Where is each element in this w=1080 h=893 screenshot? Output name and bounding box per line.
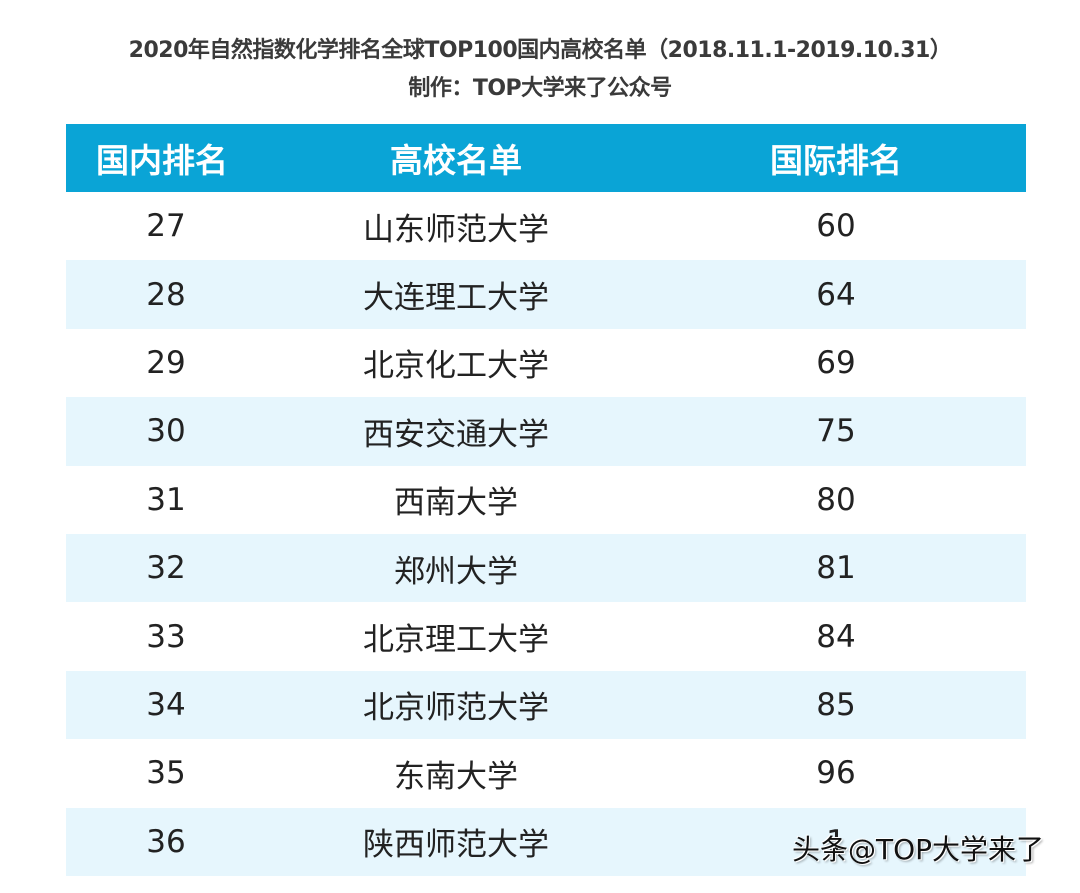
intl-rank: 96 — [816, 755, 856, 792]
watermark: 头条@TOP大学来了 — [792, 833, 1045, 866]
domestic-rank: 36 — [146, 823, 186, 860]
university-name: 北京理工大学 — [363, 622, 549, 659]
table-row: 32 郑州大学 81 — [66, 533, 1026, 603]
page-title: 2020年自然指数化学排名全球TOP100国内高校名单（2018.11.1-20… — [128, 38, 952, 63]
university-name: 陕西师范大学 — [363, 827, 549, 864]
university-name: 郑州大学 — [394, 553, 518, 590]
page-subtitle: 制作：TOP大学来了公众号 — [408, 76, 672, 101]
university-name: 北京化工大学 — [363, 348, 549, 385]
table-row: 33 北京理工大学 84 — [66, 602, 1026, 670]
domestic-rank: 34 — [146, 686, 186, 723]
domestic-rank: 31 — [146, 481, 186, 518]
column-header-university: 高校名单 — [390, 141, 522, 180]
university-name: 西南大学 — [394, 485, 518, 522]
intl-rank: 75 — [816, 413, 856, 450]
domestic-rank: 32 — [146, 550, 186, 587]
table-row: 27 山东师范大学 60 — [66, 192, 1026, 260]
column-header-domestic-rank: 国内排名 — [96, 141, 228, 180]
table-row: 30 西安交通大学 75 — [66, 397, 1026, 466]
intl-rank: 80 — [816, 481, 856, 518]
table-row: 31 西南大学 80 — [66, 466, 1026, 534]
domestic-rank: 27 — [146, 208, 186, 245]
university-name: 山东师范大学 — [363, 211, 549, 248]
university-name: 东南大学 — [394, 758, 518, 795]
intl-rank: 64 — [816, 276, 856, 313]
university-name: 大连理工大学 — [363, 280, 549, 317]
university-name: 北京师范大学 — [363, 690, 549, 727]
domestic-rank: 30 — [146, 413, 186, 450]
domestic-rank: 33 — [146, 618, 186, 655]
intl-rank: 84 — [816, 618, 856, 655]
table-row: 28 大连理工大学 64 — [66, 260, 1026, 329]
table-row: 29 北京化工大学 69 — [66, 329, 1026, 397]
intl-rank: 81 — [816, 550, 856, 587]
intl-rank: 1 — [826, 823, 846, 860]
table-row: 34 北京师范大学 85 — [66, 670, 1026, 740]
table-header: 国内排名 高校名单 国际排名 — [66, 124, 1026, 192]
intl-rank: 60 — [816, 208, 856, 245]
table-row: 36 陕西师范大学 1 — [66, 807, 1026, 876]
domestic-rank: 35 — [146, 755, 186, 792]
table-row: 35 东南大学 96 — [66, 739, 1026, 807]
university-name: 西安交通大学 — [363, 416, 549, 453]
domestic-rank: 29 — [146, 344, 186, 381]
intl-rank: 85 — [816, 686, 856, 723]
column-header-intl-rank: 国际排名 — [770, 141, 902, 180]
ranking-table: 国内排名 高校名单 国际排名 27 山东师范大学 60 28 大连理工大学 64… — [66, 124, 1026, 876]
domestic-rank: 28 — [146, 276, 186, 313]
intl-rank: 69 — [816, 344, 856, 381]
